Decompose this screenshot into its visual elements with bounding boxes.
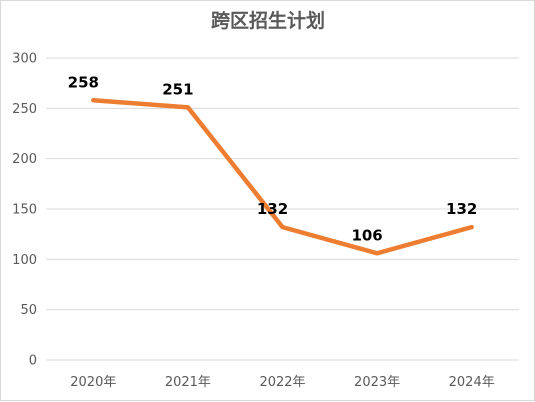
- y-tick-label: 200: [12, 152, 37, 167]
- series-group: [93, 100, 472, 253]
- x-axis-ticks: 2020年 2021年 2022年 2023年 2024年: [70, 375, 494, 390]
- x-tick-label: 2023年: [354, 375, 400, 390]
- y-tick-label: 250: [12, 102, 37, 117]
- series-line: [93, 100, 471, 253]
- data-label: 132: [446, 200, 477, 218]
- x-tick-label: 2021年: [165, 375, 211, 390]
- y-tick-label: 150: [12, 203, 37, 218]
- x-tick-label: 2020年: [70, 375, 116, 390]
- y-tick-label: 300: [12, 52, 37, 67]
- x-tick-label: 2022年: [259, 375, 305, 390]
- y-tick-label: 100: [12, 253, 37, 268]
- y-tick-label: 50: [20, 303, 37, 318]
- data-label: 258: [68, 73, 99, 91]
- chart-title: 跨区招生计划: [211, 9, 325, 32]
- data-label: 132: [257, 200, 288, 218]
- y-axis-ticks: 0 50 100 150 200 250 300: [12, 52, 37, 369]
- x-tick-label: 2024年: [449, 375, 495, 390]
- data-label: 251: [162, 80, 193, 98]
- y-tick-label: 0: [29, 354, 37, 369]
- data-label: 106: [351, 226, 382, 244]
